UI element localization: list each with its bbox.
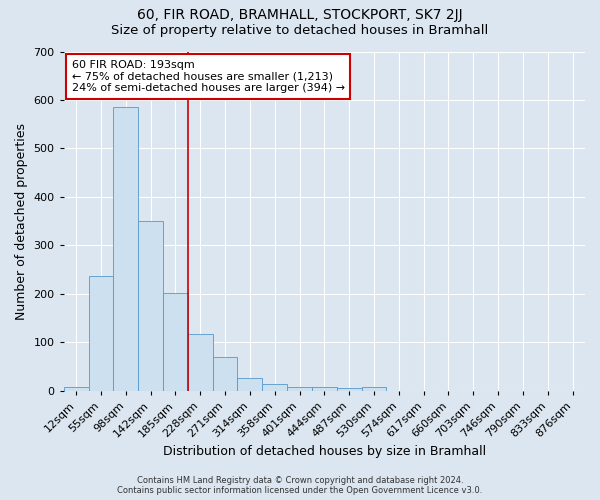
X-axis label: Distribution of detached houses by size in Bramhall: Distribution of detached houses by size … bbox=[163, 444, 486, 458]
Bar bbox=[138, 221, 163, 391]
Text: 60, FIR ROAD, BRAMHALL, STOCKPORT, SK7 2JJ: 60, FIR ROAD, BRAMHALL, STOCKPORT, SK7 2… bbox=[137, 8, 463, 22]
Bar bbox=[188, 334, 212, 391]
Bar bbox=[212, 357, 238, 391]
Y-axis label: Number of detached properties: Number of detached properties bbox=[15, 122, 28, 320]
Bar bbox=[64, 387, 89, 391]
Bar bbox=[238, 378, 262, 391]
Text: 60 FIR ROAD: 193sqm
← 75% of detached houses are smaller (1,213)
24% of semi-det: 60 FIR ROAD: 193sqm ← 75% of detached ho… bbox=[71, 60, 344, 93]
Bar bbox=[89, 276, 113, 391]
Bar bbox=[262, 384, 287, 391]
Text: Size of property relative to detached houses in Bramhall: Size of property relative to detached ho… bbox=[112, 24, 488, 37]
Bar bbox=[163, 292, 188, 391]
Bar bbox=[337, 388, 362, 391]
Bar bbox=[362, 387, 386, 391]
Text: Contains HM Land Registry data © Crown copyright and database right 2024.
Contai: Contains HM Land Registry data © Crown c… bbox=[118, 476, 482, 495]
Bar bbox=[312, 386, 337, 391]
Bar bbox=[287, 386, 312, 391]
Bar bbox=[113, 108, 138, 391]
